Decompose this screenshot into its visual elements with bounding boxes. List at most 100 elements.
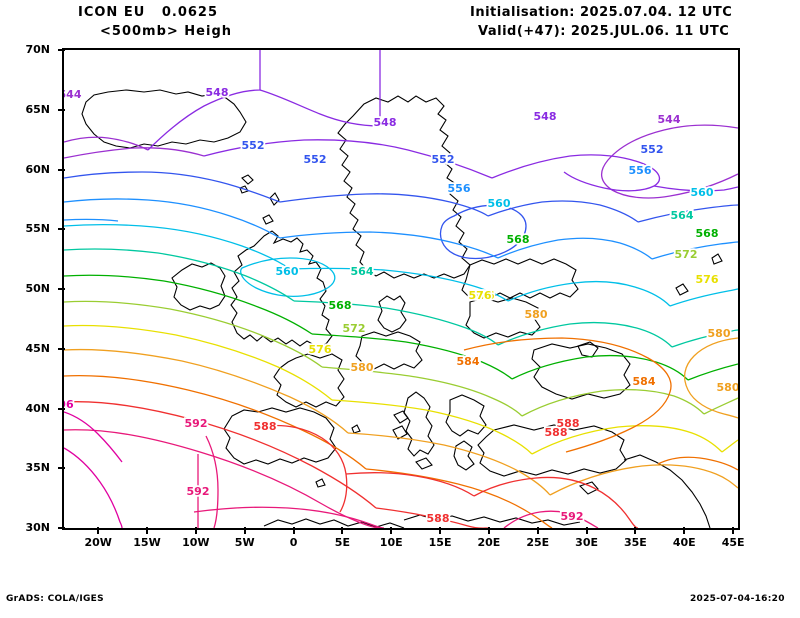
contour-label-halo: 568: [329, 299, 352, 312]
y-axis-tick: [58, 467, 65, 470]
x-axis-tick-label: 40E: [672, 536, 696, 549]
x-axis-tick: [732, 527, 735, 534]
contour-label: 552: [432, 153, 455, 166]
y-axis-tick-label: 55N: [25, 222, 50, 236]
contour-label: 584: [457, 355, 480, 368]
model-title: ICON EU 0.0625: [78, 5, 219, 20]
contour-label: 552: [641, 143, 664, 156]
x-axis-tick: [439, 527, 442, 534]
contour-label-halo: 576: [469, 289, 492, 302]
x-axis-tick-label: 30E: [575, 536, 598, 549]
x-axis-tick-label: 20W: [84, 536, 112, 549]
contour-label-halo: 552: [641, 143, 664, 156]
contour-label-halo: 568: [696, 227, 719, 240]
contour-label-halo: 556: [448, 182, 471, 195]
contour-label-halo: 560: [488, 197, 511, 210]
x-axis-tick: [634, 527, 637, 534]
x-axis-tick-label: 25E: [526, 536, 550, 549]
contour-label-halo: 568: [507, 233, 530, 246]
y-axis-tick-label: 65N: [25, 102, 50, 116]
contour-label-halo: 544: [658, 113, 681, 126]
contour-label: 544: [64, 88, 82, 101]
contour-label: 592: [185, 417, 208, 430]
contour-label-halo: 584: [457, 355, 480, 368]
contour-label: 568: [696, 227, 719, 240]
x-axis-tick: [194, 527, 197, 534]
contour-label-halo: 556: [629, 164, 652, 177]
y-axis-tick: [58, 347, 65, 350]
contour-label: 580: [708, 327, 731, 340]
x-axis-tick-label: 0: [289, 536, 298, 549]
footer-timestamp: 2025-07-04-16:20: [690, 594, 785, 604]
x-axis-tick: [243, 527, 246, 534]
y-axis-tick-label: 60N: [25, 162, 50, 176]
x-axis-tick-label: 35E: [624, 536, 647, 549]
contour-label: 592: [187, 485, 210, 498]
valid-time: Valid(+47): 2025.JUL.06. 11 UTC: [478, 24, 730, 39]
contour-label: 548: [534, 110, 557, 123]
x-axis-tick: [585, 527, 588, 534]
contour-label: 576: [472, 289, 495, 302]
contour-label: 564: [671, 209, 694, 222]
contour-label: 552: [304, 153, 327, 166]
y-axis-tick: [58, 288, 65, 290]
contour-label-layer: 5445445485485485485485485445445525525525…: [64, 84, 738, 527]
field-title: <500mb> Heigh: [100, 24, 233, 39]
footer-credit: GrADS: COLA/IGES: [6, 594, 104, 604]
x-axis-tick-label: 20E: [477, 536, 501, 549]
contour-label: 560: [691, 186, 714, 199]
contour-label: 548: [206, 86, 229, 99]
y-axis-tick: [58, 228, 65, 231]
contour-label-halo: 560: [691, 186, 714, 199]
contour-label-halo: 588: [545, 426, 568, 439]
y-axis-tick: [58, 108, 65, 111]
contour-label-halo: 560: [276, 265, 299, 278]
x-axis-tick-label: 15W: [133, 536, 161, 549]
contour-label: 592: [561, 510, 584, 523]
y-axis-tick: [58, 407, 65, 410]
x-axis-tick: [390, 527, 393, 534]
contour-label-halo: 576: [309, 343, 332, 356]
contour-label: 560: [488, 197, 511, 210]
contour-label-halo: 592: [187, 485, 210, 498]
contour-label: 560: [276, 265, 299, 278]
contour-label-halo: 552: [242, 139, 265, 152]
contour-label-halo: 572: [343, 322, 366, 335]
y-axis-tick-label: 70N: [25, 43, 50, 56]
y-axis-tick: [58, 168, 65, 171]
y-axis-tick-label: 40N: [25, 401, 50, 415]
contour-label-halo: 592: [185, 417, 208, 430]
contour-label: 544: [658, 113, 681, 126]
y-axis-tick: [58, 49, 65, 51]
contour-label-halo: 580: [708, 327, 731, 340]
contour-label: 96: [64, 398, 74, 411]
contour-label: 548: [374, 116, 397, 129]
initialisation-time: Initialisation: 2025.07.04. 12 UTC: [470, 5, 733, 20]
contour-label: 588: [545, 426, 568, 439]
contour-label: 576: [469, 289, 492, 302]
y-axis-tick: [58, 527, 65, 529]
x-axis-tick: [97, 527, 100, 534]
contour-label-halo: 96: [64, 398, 74, 411]
contour-label-halo: 564: [671, 209, 694, 222]
contour-label: 556: [448, 182, 471, 195]
x-axis-tick-label: 15E: [428, 536, 452, 549]
y-axis-tick-label: 30N: [25, 521, 50, 534]
x-axis-tick-label: 10W: [182, 536, 210, 549]
x-axis-tick: [146, 527, 149, 534]
contour-label: 580: [351, 361, 374, 374]
contour-label-halo: 552: [304, 153, 327, 166]
contour-layer: [64, 50, 738, 528]
contour-label: 588: [557, 417, 580, 430]
contour-label-halo: 564: [351, 265, 374, 278]
x-axis-tick-label: 10E: [379, 536, 403, 549]
contour-label-halo: 588: [427, 512, 450, 525]
contour-label: 552: [242, 139, 265, 152]
contour-label-halo: 548: [534, 110, 557, 123]
contour-label: 572: [343, 322, 366, 335]
x-axis-tick: [341, 527, 344, 534]
contour-map-svg: 5445445485485485485485485445445525525525…: [64, 50, 738, 528]
contour-label-halo: 548: [206, 86, 229, 99]
contour-label-halo: 588: [254, 420, 277, 433]
contour-label-halo: 592: [561, 510, 584, 523]
